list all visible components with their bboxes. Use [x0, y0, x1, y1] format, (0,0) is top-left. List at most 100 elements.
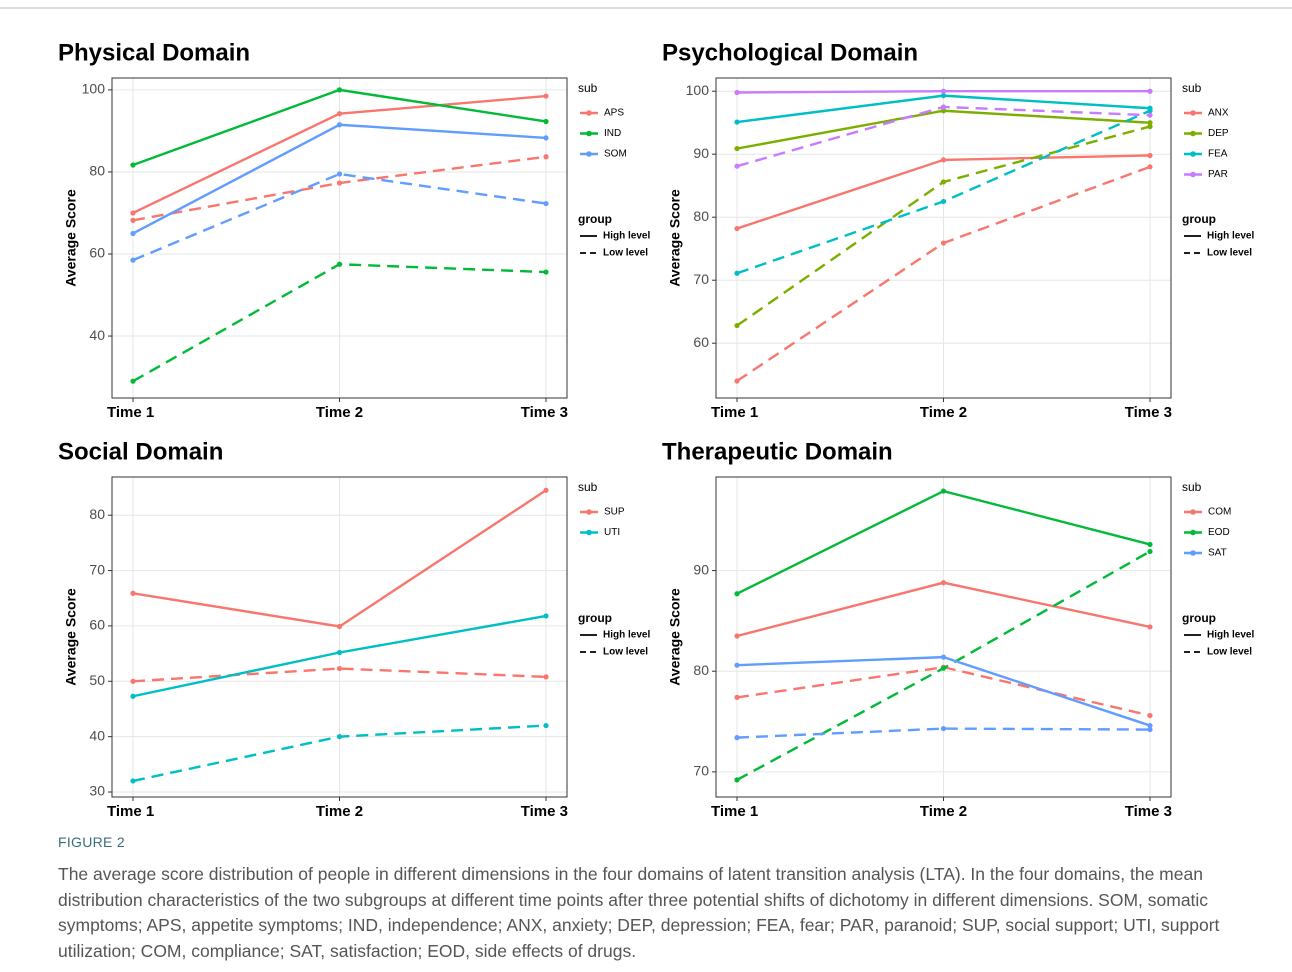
data-point — [543, 118, 549, 125]
legend-label: Low level — [1207, 647, 1252, 658]
legend-swatch-point — [1190, 529, 1196, 536]
data-point — [543, 487, 549, 493]
y-axis-label: Average Score — [63, 588, 79, 686]
y-tick-label: 70 — [693, 271, 709, 287]
x-tick-label: Time 3 — [521, 404, 568, 421]
data-point — [1147, 624, 1153, 630]
data-point — [734, 694, 740, 700]
data-point — [940, 198, 947, 205]
data-point — [1147, 108, 1153, 114]
data-point — [940, 104, 947, 110]
y-tick-label: 80 — [89, 506, 105, 522]
y-tick-label: 90 — [693, 145, 709, 161]
x-tick-label: Time 1 — [711, 803, 758, 820]
legend-label: High level — [603, 630, 650, 641]
y-tick-label: 60 — [89, 617, 105, 633]
data-point — [130, 778, 136, 784]
data-point — [1147, 541, 1153, 548]
legend-label: SAT — [1208, 548, 1227, 559]
data-point — [940, 665, 947, 671]
data-point — [130, 217, 136, 223]
legend-title: group — [1182, 212, 1216, 226]
data-point — [734, 270, 740, 276]
data-point — [734, 89, 740, 96]
data-point — [940, 157, 947, 163]
plot-border — [111, 77, 568, 399]
data-point — [336, 649, 343, 656]
data-point — [130, 678, 136, 684]
y-tick-label: 60 — [89, 245, 105, 261]
data-point — [336, 122, 343, 128]
figure-caption: The average score distribution of people… — [58, 864, 1220, 961]
plot-border — [111, 476, 568, 798]
chart-title: Therapeutic Domain — [662, 438, 893, 465]
data-point — [543, 135, 549, 141]
data-point — [1147, 120, 1153, 126]
data-point — [734, 591, 740, 597]
legend-title: sub — [578, 81, 598, 95]
y-tick-label: 80 — [89, 163, 105, 179]
legend-label: APS — [604, 108, 624, 119]
data-point — [1147, 123, 1153, 130]
legend-label: High level — [1207, 630, 1254, 641]
chart: Physical Domain Average Score 40 60 80 100 Tim… — [0, 7, 1292, 820]
data-point — [336, 111, 343, 117]
data-line — [736, 727, 1151, 739]
legend-label: COM — [1208, 507, 1231, 518]
x-tick-label: Time 1 — [107, 803, 154, 820]
data-point — [130, 590, 136, 596]
legend-title: sub — [578, 480, 598, 494]
data-point — [130, 230, 136, 237]
data-point — [940, 108, 947, 114]
data-point — [336, 87, 343, 93]
data-point — [734, 777, 740, 783]
data-point — [543, 154, 549, 160]
plot-border — [715, 77, 1172, 399]
data-line — [132, 667, 547, 683]
y-tick-label: 60 — [693, 334, 709, 350]
data-point — [734, 378, 740, 384]
x-tick-label: Time 2 — [920, 404, 967, 421]
data-point — [940, 240, 947, 246]
data-point — [734, 662, 740, 668]
legend-label: PAR — [1208, 169, 1228, 180]
y-axis-label: Average Score — [667, 189, 683, 287]
y-tick-label: 70 — [693, 763, 709, 779]
y-tick-label: 100 — [82, 81, 106, 97]
data-point — [940, 654, 947, 660]
legend-label: Low level — [1207, 248, 1252, 259]
figure-label: FIGURE 2 — [58, 834, 125, 850]
legend-label: Low level — [603, 647, 648, 658]
legend-title: sub — [1182, 480, 1202, 494]
data-point — [130, 162, 136, 168]
x-tick-label: Time 3 — [1125, 803, 1172, 820]
x-tick-label: Time 3 — [521, 803, 568, 820]
y-tick-label: 90 — [693, 561, 709, 577]
legend-label: SOM — [604, 149, 627, 160]
data-point — [543, 722, 549, 729]
legend-label: High level — [1207, 231, 1254, 242]
legend-label: DEP — [1208, 128, 1229, 139]
legend-label: UTI — [604, 527, 620, 538]
data-point — [1147, 548, 1153, 555]
data-point — [1147, 112, 1153, 118]
data-point — [940, 179, 947, 185]
chart-title: Social Domain — [58, 438, 223, 465]
legend-swatch-point — [1190, 110, 1196, 116]
data-point — [734, 225, 740, 232]
data-point — [336, 734, 343, 740]
legend-swatch-point — [586, 151, 592, 157]
y-tick-label: 80 — [693, 662, 709, 678]
data-point — [336, 180, 343, 186]
chart-title: Physical Domain — [58, 39, 250, 66]
legend-swatch-point — [1190, 130, 1196, 137]
legend-swatch-point — [586, 130, 592, 137]
data-point — [1147, 726, 1153, 733]
data-point — [940, 725, 947, 732]
data-point — [130, 257, 136, 263]
legend-title: group — [1182, 611, 1216, 625]
y-tick-label: 50 — [89, 672, 105, 688]
y-axis-label: Average Score — [63, 189, 79, 287]
x-tick-label: Time 1 — [107, 404, 154, 421]
